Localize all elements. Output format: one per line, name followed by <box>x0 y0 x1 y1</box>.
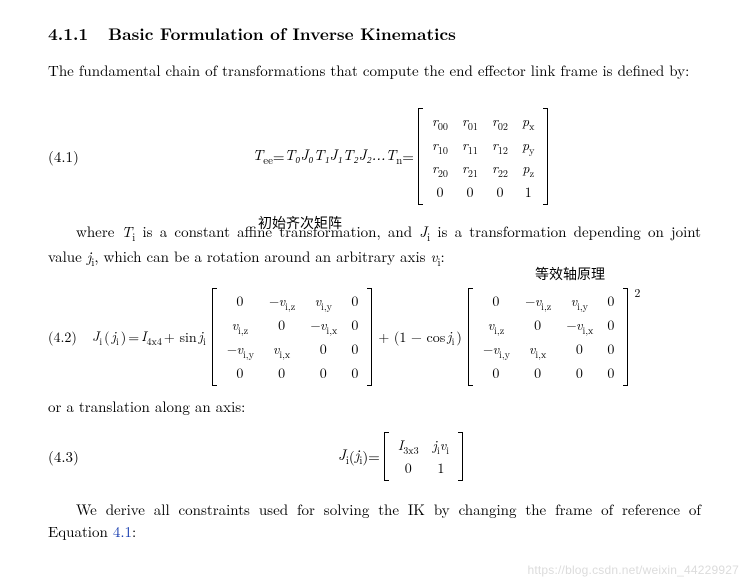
eq3-matrix: I3x3jivi 01 <box>384 432 463 482</box>
eq1-chain: T₀J₀T₁J₁T₂J₂...Tn <box>285 144 403 168</box>
page: 4.1.1 Basic Formulation of Inverse Kinema… <box>0 0 749 583</box>
eq1-matrix-grid: r00r01r02px r10r11r12py r20r21r22pz 0001 <box>423 108 544 205</box>
eqnum-4-3: (4.3) <box>48 446 104 467</box>
paragraph-4: We derive all constraints used for solvi… <box>48 499 701 543</box>
paragraph-3: or a translation along an axis: <box>48 396 701 418</box>
eq1-eqsign2: = <box>402 146 414 167</box>
eq1-eqsign: = <box>273 146 285 167</box>
eq1-lhs: Tee <box>253 144 273 168</box>
equation-ref-4-1[interactable]: 4.1 <box>113 521 132 542</box>
annotation-equivalent-axis-principle: 等效轴原理 <box>535 264 605 284</box>
eq2-skew-matrix-a: 0−vi,zvi,y0 vi,z0−vi,x0 −vi,yvi,x00 0000 <box>212 288 373 385</box>
equation-4-1: (4.1) Tee = T₀J₀T₁J₁T₂J₂...Tn = r00r01r0… <box>48 108 701 205</box>
paragraph-1: The fundamental chain of transformations… <box>48 60 701 82</box>
section-number: 4.1.1 <box>48 22 88 46</box>
equation-4-3: (4.3) Ji(ji) = I3x3jivi 01 <box>48 432 701 482</box>
eq2-skew-matrix-b-squared: 0−vi,zvi,y0 vi,z0−vi,x0 −vi,yvi,x00 0000… <box>464 288 641 385</box>
annotation-initial-homogeneous-matrix: 初始齐次矩阵 <box>258 213 342 233</box>
section-title: Basic Formulation of Inverse Kinematics <box>108 22 456 46</box>
eqnum-4-1: (4.1) <box>48 146 104 167</box>
eqbody-4-2: Ji(ji) = I4x4 + sin ji 0−vi,zvi,y0 vi,z0… <box>92 288 701 385</box>
eq1-matrix: r00r01r02px r10r11r12py r20r21r22pz 0001 <box>418 108 549 205</box>
eq2-lhs: Ji <box>92 326 102 348</box>
eqnum-4-2: (4.2) <box>48 327 92 347</box>
equation-4-2: (4.2) Ji(ji) = I4x4 + sin ji 0−vi,zvi,y0… <box>48 288 701 385</box>
section-heading: 4.1.1 Basic Formulation of Inverse Kinema… <box>48 22 701 46</box>
watermark: https://blog.csdn.net/weixin_44229927 <box>527 563 739 577</box>
eq2-squared: 2 <box>634 284 640 301</box>
eqbody-4-1: Tee = T₀J₀T₁J₁T₂J₂...Tn = r00r01r02px r1… <box>104 108 701 205</box>
eqbody-4-3: Ji(ji) = I3x3jivi 01 <box>104 432 701 482</box>
eq2-I: I4x4 <box>141 326 162 348</box>
